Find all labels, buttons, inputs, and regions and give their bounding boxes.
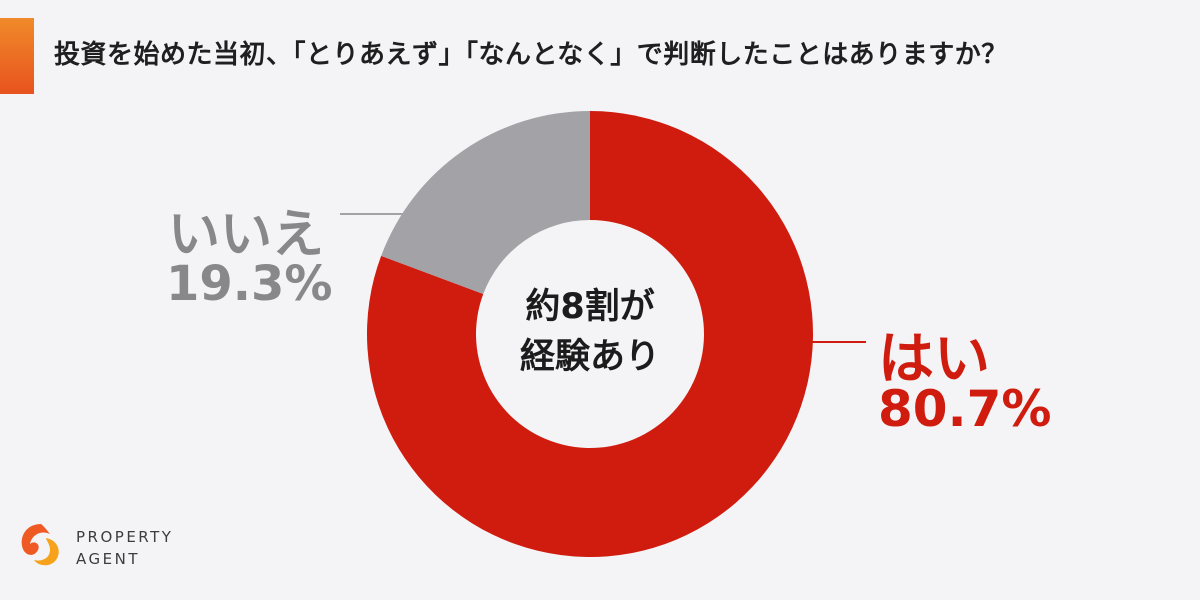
donut-slice-yes xyxy=(367,111,814,558)
center-label: 約8割が 経験あり xyxy=(488,282,692,382)
slice-value-yes: 80.7% xyxy=(878,380,1052,438)
donut-slice-no xyxy=(381,111,590,295)
center-label-line2: 経験あり xyxy=(519,337,660,377)
logo-text-line2: AGENT xyxy=(76,550,140,568)
center-label-line1: 約8割が xyxy=(525,287,655,327)
slice-value-no: 19.3% xyxy=(166,256,333,312)
chart-title: 投資を始めた当初、「とりあえず」「なんとなく」で判断したことはありますか？ xyxy=(54,40,1008,70)
slice-label-no: いいえ xyxy=(168,205,325,265)
logo-text: PROPERTY AGENT xyxy=(76,526,173,570)
slice-label-yes: はい xyxy=(878,327,990,392)
accent-bar xyxy=(0,18,34,94)
property-agent-logo-icon xyxy=(21,524,59,566)
logo-text-line1: PROPERTY xyxy=(76,528,174,546)
